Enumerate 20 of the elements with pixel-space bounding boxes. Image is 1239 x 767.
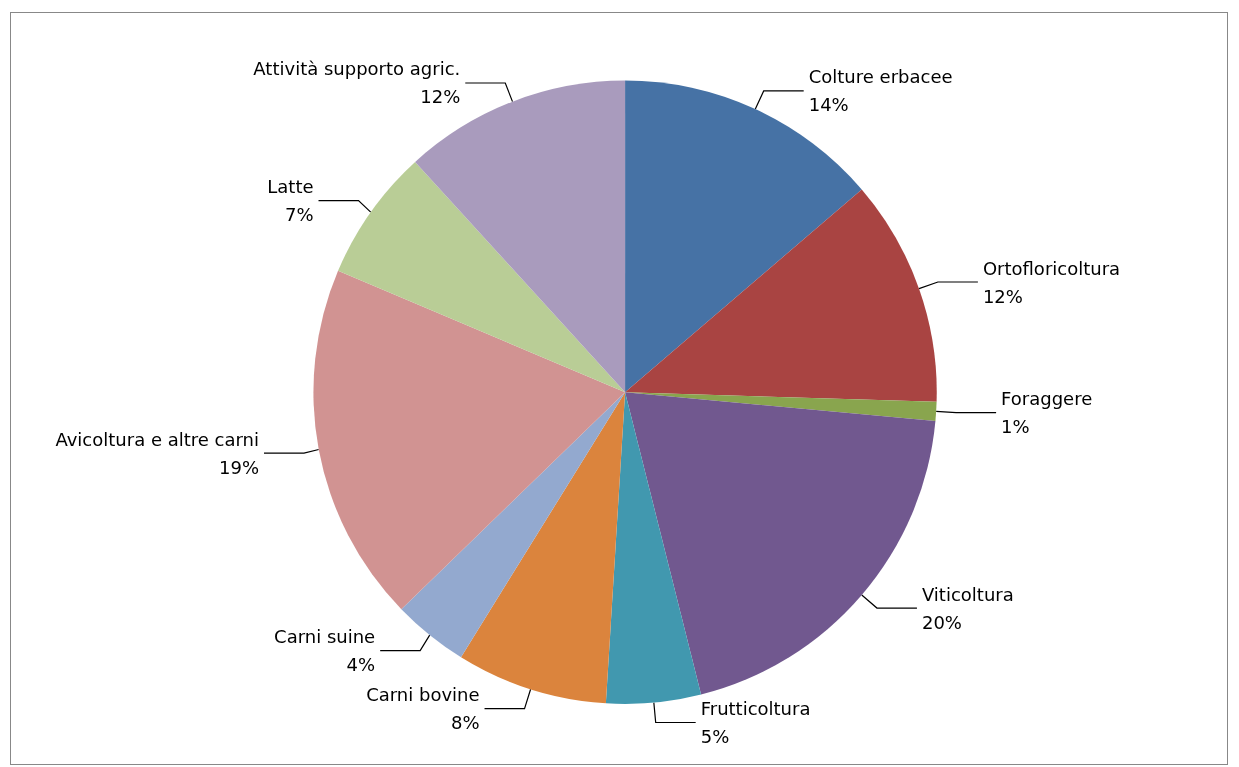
data-label: 1%	[1001, 416, 1030, 438]
data-label: 4%	[346, 654, 376, 676]
data-label: 8%	[450, 712, 480, 734]
slice-label: Frutticoltura	[700, 698, 811, 720]
slice-label: Latte	[267, 176, 314, 198]
data-label: 7%	[284, 204, 314, 226]
data-label: 19%	[218, 456, 259, 478]
slice-label: Carni suine	[274, 626, 376, 648]
slice-label: Foraggere	[1001, 388, 1093, 410]
data-label: 20%	[921, 611, 962, 633]
slice-label: Avicoltura e altre carni	[55, 428, 259, 450]
slice-label: Carni bovine	[366, 684, 480, 706]
slice-label: Ortofloricoltura	[982, 257, 1121, 279]
data-label: 14%	[808, 94, 849, 116]
data-label: 12%	[420, 86, 461, 108]
data-label: 12%	[982, 285, 1023, 307]
slice-label: Viticoltura	[921, 583, 1014, 605]
data-label: 5%	[700, 726, 730, 748]
slice-label: Attività supporto agric.	[253, 58, 461, 80]
slice-label: Colture erbacee	[808, 66, 953, 88]
